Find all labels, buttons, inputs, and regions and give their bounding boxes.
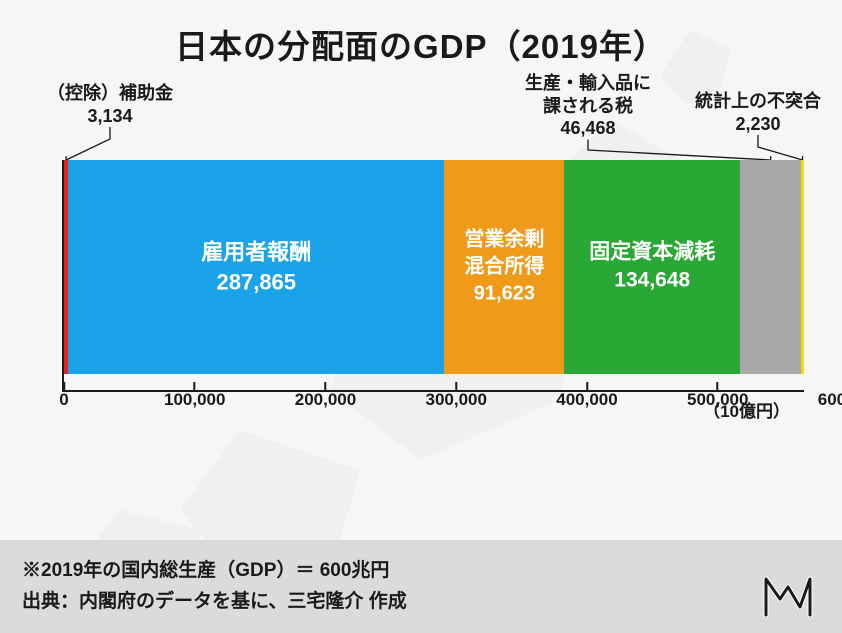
segment-surplus: 営業余剰混合所得91,623 <box>444 160 564 374</box>
x-tick: 0 <box>59 390 68 410</box>
x-tick: 100,000 <box>164 390 225 410</box>
segment-capital: 固定資本減耗134,648 <box>564 160 740 374</box>
x-tick-label: 400,000 <box>556 390 617 410</box>
x-tick-label: 200,000 <box>295 390 356 410</box>
segment-employees: 雇用者報酬287,865 <box>68 160 444 374</box>
x-tick-label: 600,000 <box>818 390 842 410</box>
segment-label-employees: 雇用者報酬287,865 <box>201 237 311 296</box>
axis-unit-label: （10億円） <box>703 397 790 422</box>
x-tick: 200,000 <box>295 390 356 410</box>
stacked-bar: 雇用者報酬287,865 営業余剰混合所得91,623 固定資本減耗134,648 <box>64 160 804 374</box>
callout-subsidy: （控除）補助金3,134 <box>47 82 173 127</box>
x-tick-label: 100,000 <box>164 390 225 410</box>
author-logo-icon <box>760 573 816 619</box>
x-tick: 300,000 <box>426 390 487 410</box>
x-tick: 400,000 <box>556 390 617 410</box>
x-tick: 600,000 <box>818 390 842 410</box>
chart-title: 日本の分配面のGDP（2019年） <box>0 20 842 68</box>
footer-source: 出典：内閣府のデータを基に、三宅隆介 作成 <box>22 587 820 617</box>
segment-label-capital: 固定資本減耗134,648 <box>589 239 715 296</box>
callouts-layer: （控除）補助金3,134 生産・輸入品に課される税46,468 統計上の不突合2,2… <box>0 72 842 162</box>
segment-discrep <box>801 160 804 374</box>
segment-label-surplus: 営業余剰混合所得91,623 <box>464 227 544 308</box>
x-axis-ticks: 0100,000200,000300,000400,000500,000600,… <box>64 392 804 420</box>
segment-tax <box>740 160 801 374</box>
callout-discrep: 統計上の不突合2,230 <box>695 90 821 135</box>
x-tick-label: 0 <box>59 390 68 410</box>
x-tick-label: 300,000 <box>426 390 487 410</box>
infographic-canvas: 日本の分配面のGDP（2019年） （控除）補助金3,134 生産・輸入品に課され… <box>0 0 842 633</box>
footer-note-gdp: ※2019年の国内総生産（GDP）＝ 600兆円 <box>22 556 820 586</box>
chart-area: 雇用者報酬287,865営業余剰混合所得91,623固定資本減耗134,648 … <box>38 160 804 420</box>
callout-tax: 生産・輸入品に課される税46,468 <box>525 72 651 140</box>
footer: ※2019年の国内総生産（GDP）＝ 600兆円 出典：内閣府のデータを基に、三… <box>0 540 842 633</box>
